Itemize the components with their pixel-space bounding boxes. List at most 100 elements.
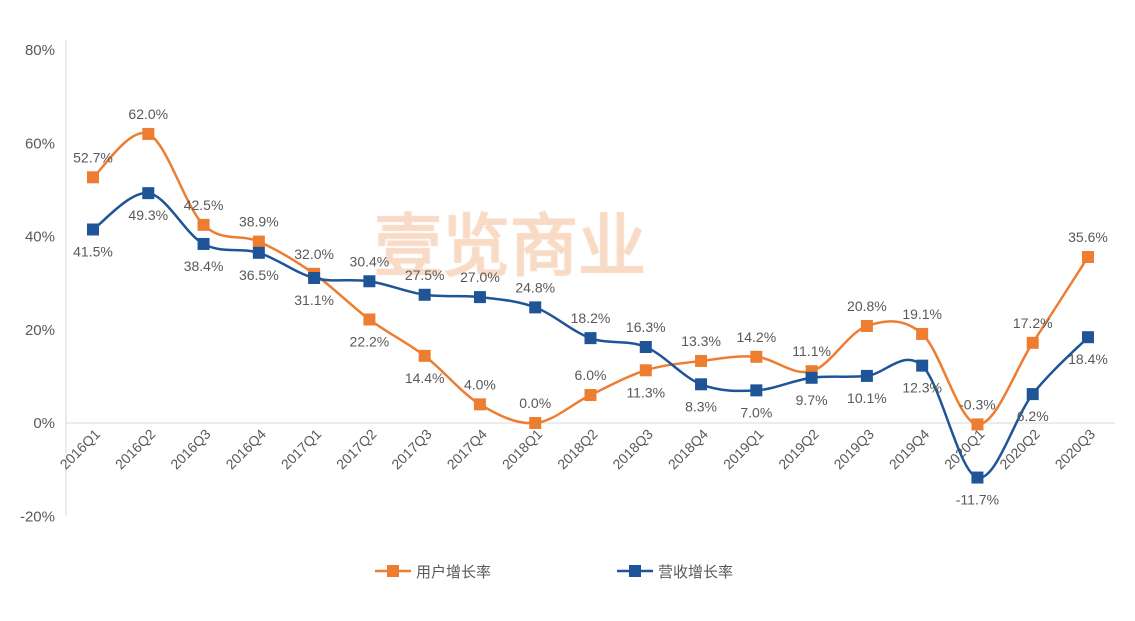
- series-0-marker: [473, 398, 486, 411]
- series-1-marker: [1026, 388, 1039, 401]
- axes: -20% 0% 20% 40% 60% 80% 2016Q1 2016Q2 2016Q3 2016…: [20, 40, 1115, 525]
- legend-marker-0: [387, 565, 399, 577]
- y-tick-label: 0%: [33, 415, 55, 432]
- series-0-data-label: 11.1%: [792, 343, 831, 359]
- y-tick-label: 40%: [25, 229, 55, 246]
- series-0-data-label: 13.3%: [681, 333, 721, 349]
- y-tick-label: -20%: [20, 508, 55, 525]
- series-1-data-label: 18.4%: [1068, 351, 1108, 367]
- series-0-data-label: 35.6%: [1068, 229, 1108, 245]
- x-tick-label: 2017Q3: [388, 426, 435, 473]
- series-0-marker: [529, 417, 542, 429]
- series-0-data-label: 19.1%: [902, 306, 942, 322]
- y-tick-label: 60%: [25, 135, 55, 152]
- series-1-marker: [750, 384, 763, 397]
- series-0-data-label: 42.5%: [184, 197, 224, 213]
- series-0-data-label: -0.3%: [959, 396, 996, 412]
- x-tick-label: 2016Q4: [222, 426, 269, 473]
- y-tick-label: 80%: [25, 42, 55, 59]
- series-0-marker: [1082, 251, 1094, 264]
- series-1-marker: [1082, 331, 1094, 344]
- series-0-marker: [584, 389, 597, 402]
- x-tick-label: 2016Q1: [57, 426, 104, 473]
- series-1-marker: [142, 187, 155, 200]
- series-1-data-label: 41.5%: [73, 244, 113, 260]
- series-1-data-label: 24.8%: [515, 279, 555, 295]
- x-tick-label: 2016Q2: [112, 426, 159, 473]
- series-1-marker: [87, 223, 99, 236]
- x-tick-label: 2019Q3: [830, 426, 877, 473]
- x-tick-label: 2018Q1: [499, 426, 546, 473]
- x-tick-label: 2019Q1: [720, 426, 767, 473]
- series-1-data-label: 36.5%: [239, 267, 279, 283]
- series-0-data-label: 17.2%: [1013, 315, 1053, 331]
- legend-label-0: 用户增长率: [416, 564, 491, 581]
- series-1-data-label: 27.5%: [405, 267, 445, 283]
- series-0-marker: [197, 218, 210, 231]
- series-0-data-label: 38.9%: [239, 214, 279, 230]
- series-0-marker: [639, 364, 652, 377]
- series-1-data-label: 12.3%: [902, 380, 942, 396]
- series-1-data-label: 49.3%: [128, 207, 168, 223]
- series-1-data-label: 30.4%: [350, 253, 390, 269]
- x-tick-label: 2018Q2: [554, 426, 601, 473]
- series-0-data-label: 14.2%: [736, 329, 776, 345]
- series-0-data-label: 20.8%: [847, 298, 887, 314]
- series-1-marker: [529, 301, 542, 314]
- series-1-marker: [860, 369, 873, 382]
- series-0-marker: [1026, 336, 1039, 349]
- series-0-marker: [87, 171, 99, 184]
- series-1-marker: [418, 288, 431, 301]
- series-0-marker: [860, 320, 873, 333]
- series-1-marker: [363, 275, 376, 288]
- series-1-marker: [695, 378, 708, 391]
- x-tick-label: 2018Q3: [609, 426, 656, 473]
- series-0-marker: [418, 349, 431, 362]
- x-tick-label: 2019Q2: [775, 426, 822, 473]
- x-tick-label: 2019Q4: [886, 426, 933, 473]
- series-1-marker: [805, 371, 818, 384]
- legend-marker-1: [629, 565, 641, 577]
- series-0-marker: [363, 313, 376, 326]
- series-1-data-label: 18.2%: [571, 310, 611, 326]
- series-1-data-label: -11.7%: [956, 492, 999, 508]
- series-1-data-label: 9.7%: [796, 392, 828, 408]
- x-tick-label: 2020Q3: [1052, 426, 1099, 473]
- series-1-data-label: 10.1%: [847, 390, 887, 406]
- y-tick-label: 20%: [25, 322, 55, 339]
- series-1-marker: [584, 332, 597, 345]
- series-0-data-label: 4.0%: [464, 376, 496, 392]
- series-0-data-label: 52.7%: [73, 149, 113, 165]
- data-labels: 52.7% 62.0% 42.5% 38.9% 32.0% 22.2% 14.4% 4.0% 0…: [73, 106, 1108, 508]
- series-1-marker: [916, 359, 929, 372]
- series-1-data-label: 8.3%: [685, 398, 717, 414]
- x-tick-label: 2017Q1: [278, 426, 325, 473]
- x-tick-label: 2017Q4: [444, 426, 491, 473]
- series-0-data-label: 22.2%: [350, 333, 390, 349]
- series-lines: [87, 127, 1094, 484]
- series-0-data-label: 62.0%: [128, 106, 168, 122]
- series-1-data-label: 7.0%: [740, 404, 772, 420]
- series-1-marker: [252, 246, 265, 259]
- x-tick-label: 2017Q2: [333, 426, 380, 473]
- series-1-marker: [197, 237, 210, 250]
- series-1-marker: [308, 271, 321, 284]
- series-1-data-label: 16.3%: [626, 319, 666, 335]
- series-1-data-label: 38.4%: [184, 258, 224, 274]
- series-1-marker: [639, 341, 652, 354]
- series-0-marker: [142, 127, 155, 140]
- series-0-marker: [695, 354, 708, 367]
- series-0-marker: [916, 327, 929, 340]
- legend-label-1: 营收增长率: [658, 564, 733, 581]
- legend: 用户增长率 营收增长率: [375, 564, 733, 581]
- series-0-marker: [252, 235, 265, 248]
- series-0-marker: [971, 418, 984, 431]
- series-0-data-label: 6.0%: [575, 367, 607, 383]
- series-1-marker: [971, 471, 984, 484]
- x-tick-label: 2018Q4: [665, 426, 712, 473]
- series-1-data-label: 27.0%: [460, 269, 500, 285]
- series-0-data-label: 32.0%: [294, 246, 334, 262]
- series-0-data-label: 11.3%: [626, 384, 665, 400]
